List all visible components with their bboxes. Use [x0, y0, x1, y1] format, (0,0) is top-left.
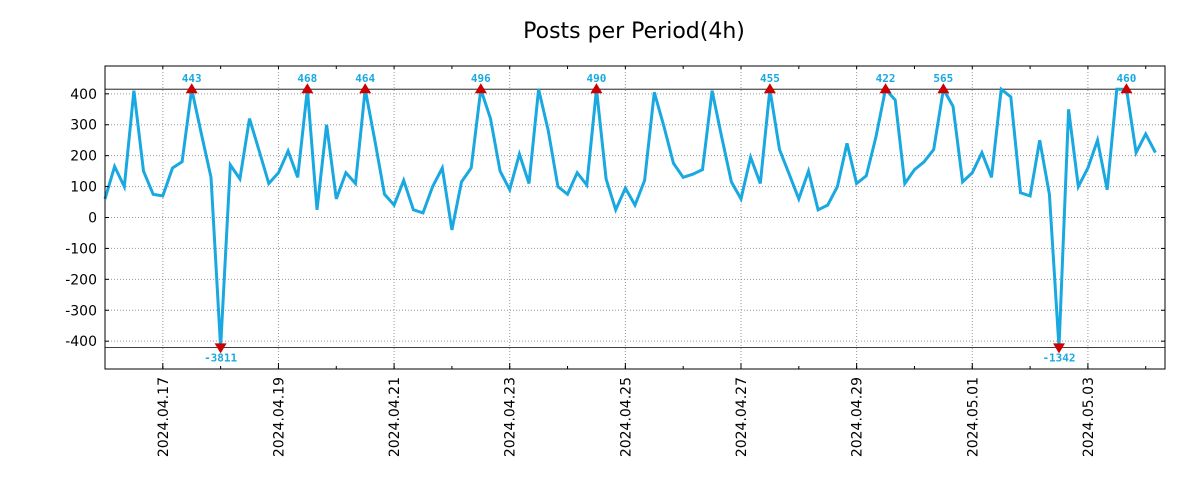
- peak-label: 565: [933, 72, 953, 85]
- y-tick-label: 200: [70, 149, 97, 165]
- peak-marker: [879, 83, 892, 94]
- x-tick-label: 2024.04.19: [271, 377, 287, 457]
- peak-marker: [301, 83, 314, 94]
- x-tick-label: 2024.04.17: [156, 377, 172, 457]
- peak-marker: [763, 83, 776, 94]
- y-tick-label: -300: [65, 303, 97, 319]
- trough-marker: [214, 343, 227, 354]
- peak-label: 490: [587, 72, 607, 85]
- reference-lines: [105, 88, 1165, 348]
- peak-label: 443: [182, 72, 202, 85]
- chart-title: Posts per Period(4h): [523, 19, 745, 44]
- trough-label: -1342: [1042, 351, 1075, 364]
- peak-marker: [474, 83, 487, 94]
- peak-marker: [1120, 83, 1133, 94]
- peak-label: 468: [297, 72, 317, 85]
- y-tick-label: -100: [65, 241, 97, 257]
- plot-frame: [104, 65, 1166, 370]
- grid: [105, 66, 1165, 369]
- trough-marker: [1053, 343, 1065, 354]
- peak-marker: [590, 83, 603, 94]
- trough-label: -3811: [204, 351, 237, 364]
- y-tick-label: 300: [70, 118, 97, 134]
- peak-marker: [937, 83, 950, 94]
- x-tick-label: 2024.04.29: [850, 377, 866, 457]
- x-tick-label: 2024.04.23: [503, 377, 519, 457]
- axes: -400 -300 -200 -100 0 100 200 300 400 2024.04.17 2…: [65, 65, 1166, 457]
- x-tick-label: 2024.04.27: [734, 377, 750, 457]
- peak-label: 422: [876, 72, 896, 85]
- x-tick-label: 2024.05.01: [965, 377, 981, 457]
- y-tick-label: -400: [65, 334, 97, 350]
- markers: 443 -3811 468 464 496 490 455 422 565 -1342 460: [182, 72, 1137, 364]
- x-tick-label: 2024.04.21: [387, 377, 403, 457]
- peak-marker: [359, 83, 372, 94]
- series-line-posts: [103, 84, 1157, 348]
- peak-label: 464: [355, 72, 375, 85]
- peak-label: 496: [471, 72, 491, 85]
- peak-marker: [185, 83, 198, 94]
- y-tick-label: -200: [65, 272, 97, 288]
- y-tick-label: 0: [88, 211, 97, 227]
- series-layer: [103, 84, 1157, 348]
- x-tick-label: 2024.04.25: [618, 377, 634, 457]
- peak-label: 460: [1117, 72, 1137, 85]
- y-tick-label: 100: [70, 180, 97, 196]
- x-tick-label: 2024.05.03: [1081, 377, 1097, 457]
- y-tick-label: 400: [70, 87, 97, 103]
- peak-label: 455: [760, 72, 780, 85]
